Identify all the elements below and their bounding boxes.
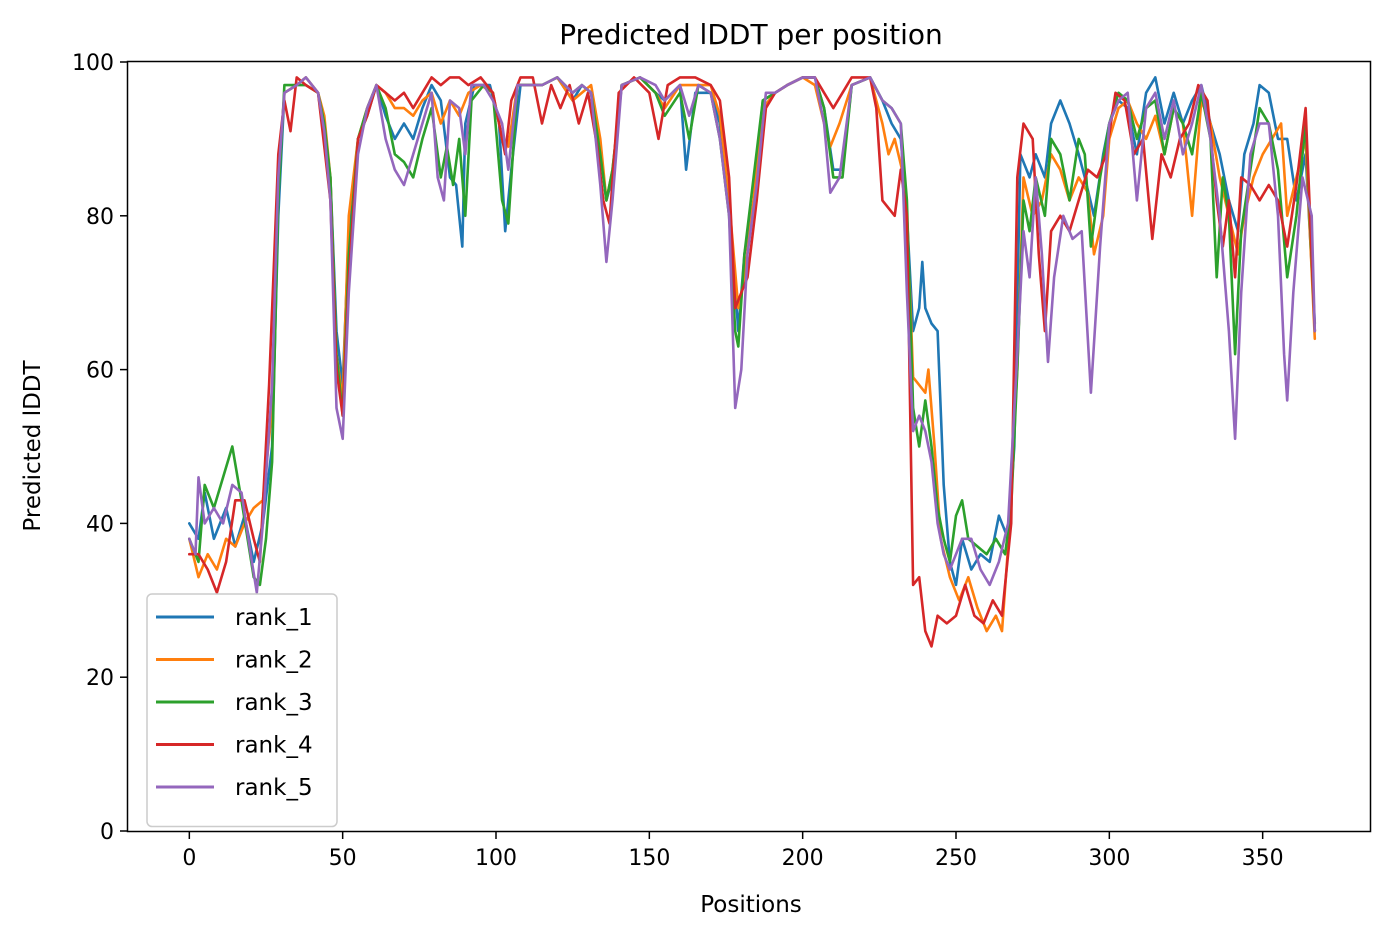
legend-label-rank_5: rank_5 xyxy=(235,775,313,801)
x-tick-label: 350 xyxy=(1242,846,1284,871)
x-tick-label: 200 xyxy=(782,846,824,871)
y-axis-title: Predicted lDDT xyxy=(20,359,46,531)
plot-frame xyxy=(126,60,1372,833)
chart-title: Predicted lDDT per position xyxy=(559,18,943,51)
legend-label-rank_2: rank_2 xyxy=(235,648,313,674)
y-tick-label: 20 xyxy=(86,666,114,691)
x-tick-label: 50 xyxy=(329,846,357,871)
x-tick-label: 100 xyxy=(475,846,517,871)
legend-box xyxy=(146,593,338,828)
legend-label-rank_3: rank_3 xyxy=(235,690,313,716)
y-axis: 0 20 40 60 80 100 xyxy=(72,51,128,845)
x-tick-label: 150 xyxy=(628,846,670,871)
x-axis-title: Positions xyxy=(700,892,802,918)
legend-label-rank_1: rank_1 xyxy=(235,605,313,631)
plot-area xyxy=(188,76,1317,648)
x-tick-label: 300 xyxy=(1088,846,1130,871)
x-tick-label: 0 xyxy=(182,846,196,871)
x-axis: 0 50 100 150 200 250 300 350 xyxy=(182,831,1284,871)
series-line-rank_5 xyxy=(188,76,1317,594)
y-tick-label: 0 xyxy=(100,820,114,845)
legend: rank_1 rank_2 rank_3 rank_4 rank_5 xyxy=(146,593,338,828)
legend-label-rank_4: rank_4 xyxy=(235,733,313,759)
y-tick-label: 60 xyxy=(86,359,114,384)
y-tick-label: 40 xyxy=(86,512,114,537)
y-tick-label: 80 xyxy=(86,205,114,230)
x-tick-label: 250 xyxy=(935,846,977,871)
y-tick-label: 100 xyxy=(72,51,114,76)
